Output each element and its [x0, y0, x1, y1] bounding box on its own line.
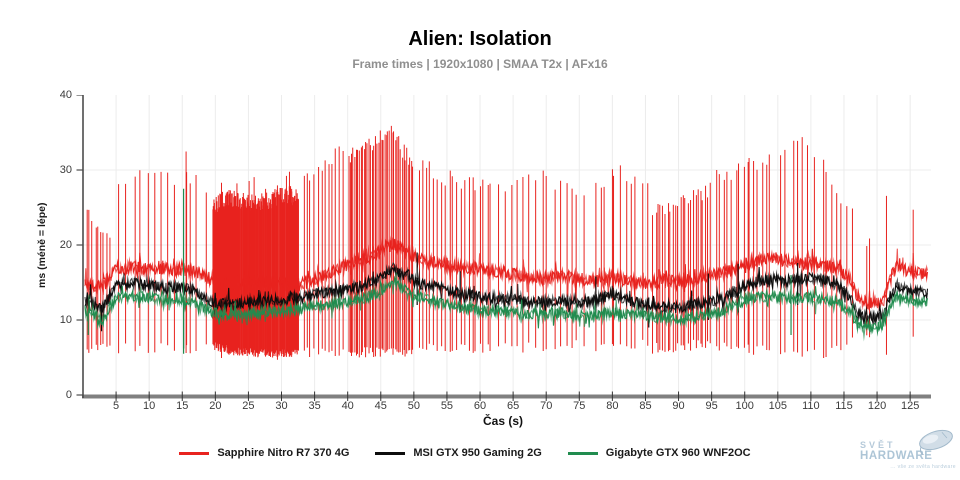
y-tick-label: 10 — [59, 314, 72, 326]
x-tick-label: 65 — [506, 400, 520, 412]
watermark-svet-text: SVĚT — [860, 440, 896, 450]
watermark-tagline: ... vše ze světa hardware — [890, 463, 956, 470]
x-tick-label: 95 — [705, 400, 718, 412]
x-tick-label: 75 — [573, 400, 586, 412]
legend-item-gigabyte-gtx-960: Gigabyte GTX 960 WNF2OC — [567, 447, 751, 459]
legend-label: Sapphire Nitro R7 370 4G — [217, 447, 350, 459]
x-tick-label: 125 — [900, 400, 920, 412]
x-axis-title: Čas (s) — [482, 414, 523, 428]
chart-subtitle: Frame times | 1920x1080 | SMAA T2x | AFx… — [352, 57, 608, 71]
x-tick-label: 10 — [143, 400, 156, 412]
y-tick-label: 20 — [59, 239, 72, 251]
legend-label: MSI GTX 950 Gaming 2G — [413, 447, 542, 459]
x-tick-label: 50 — [407, 400, 420, 412]
x-tick-label: 110 — [802, 400, 820, 412]
x-tick-label: 35 — [308, 400, 321, 412]
legend: Sapphire Nitro R7 370 4G MSI GTX 950 Gam… — [0, 447, 930, 459]
legend-item-sapphire-r7-370: Sapphire Nitro R7 370 4G — [179, 447, 349, 459]
x-tick-label: 15 — [176, 400, 189, 412]
legend-line-swatch-black — [375, 451, 406, 455]
x-tick-label: 115 — [835, 400, 853, 412]
y-tick-label: 0 — [65, 389, 72, 401]
legend-line-swatch-red — [179, 451, 210, 455]
watermark-hardware-text: HARDWARE — [860, 450, 933, 462]
x-axis-tick-labels: 5 10 15 20 25 30 35 40 45 50 55 60 65 70 75 80 85 90 95 100… — [75, 400, 955, 414]
chart-title: Alien: Isolation — [408, 28, 552, 50]
x-tick-label: 80 — [606, 400, 619, 412]
mouse-icon — [906, 427, 960, 459]
x-tick-label: 45 — [374, 400, 387, 412]
x-tick-label: 20 — [209, 400, 222, 412]
x-tick-label: 105 — [768, 400, 787, 412]
y-tick-label: 40 — [59, 89, 72, 101]
legend-line-swatch-green — [567, 451, 598, 455]
x-tick-label: 85 — [639, 400, 652, 412]
x-tick-label: 100 — [735, 400, 754, 412]
x-tick-label: 60 — [473, 400, 487, 412]
x-tick-label: 5 — [113, 400, 120, 412]
x-tick-label: 25 — [242, 400, 255, 412]
legend-label: Gigabyte GTX 960 WNF2OC — [605, 447, 751, 459]
legend-item-msi-gtx-950: MSI GTX 950 Gaming 2G — [375, 447, 542, 459]
y-tick-label: 30 — [59, 164, 72, 176]
x-tick-label: 30 — [275, 400, 288, 412]
x-tick-label: 90 — [672, 400, 685, 412]
x-tick-label: 70 — [540, 400, 553, 412]
chart-canvas — [75, 95, 931, 403]
y-axis-tick-labels: 0 10 20 30 40 — [44, 89, 72, 401]
x-tick-label: 120 — [867, 400, 887, 412]
x-tick-label: 40 — [341, 400, 354, 412]
x-tick-label: 55 — [440, 400, 454, 412]
svet-hardware-logo: SVĚT HARDWARE ... vše ze světa hardware — [860, 429, 956, 470]
